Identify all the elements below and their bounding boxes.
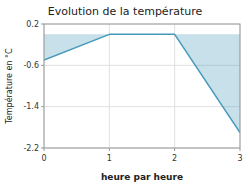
x-axis-label: heure par heure xyxy=(101,172,183,182)
x-tick-label: 3 xyxy=(237,154,242,163)
y-tick-label: -2.2 xyxy=(23,144,39,153)
plot-background xyxy=(44,24,240,148)
y-tick xyxy=(41,24,44,25)
x-tick xyxy=(174,148,175,151)
chart-container: 0.2 -0.6 -1.4 -2.20 1 2 3 heure par heure Tempér… xyxy=(0,0,250,188)
x-tick-label: 1 xyxy=(107,154,112,163)
line xyxy=(44,34,240,132)
x-axis: 0 1 2 3 xyxy=(41,148,242,163)
y-tick xyxy=(41,65,44,66)
area-fill xyxy=(44,34,240,132)
data-layer xyxy=(44,34,240,132)
title: Evolution de la température xyxy=(48,5,203,18)
grid-line-x xyxy=(174,24,175,148)
x-tick xyxy=(240,148,241,151)
y-tick-label: -1.4 xyxy=(23,102,39,111)
x-tick-label: 0 xyxy=(41,154,46,163)
x-tick xyxy=(109,148,110,151)
plot-frame xyxy=(44,24,240,148)
grid-line-x xyxy=(109,24,110,148)
chart: 0.2 -0.6 -1.4 -2.20 1 2 3 heure par heure Tempér… xyxy=(0,0,250,188)
x-tick xyxy=(44,148,45,151)
y-axis: 0.2 -0.6 -1.4 -2.2 xyxy=(23,20,44,153)
y-tick xyxy=(41,106,44,107)
y-tick-label: 0.2 xyxy=(26,20,39,29)
grid xyxy=(44,24,240,148)
x-tick-label: 2 xyxy=(172,154,177,163)
grid-line-y xyxy=(44,106,240,107)
y-axis-label: Température en °C xyxy=(4,48,14,125)
y-tick-label: -0.6 xyxy=(23,61,39,70)
